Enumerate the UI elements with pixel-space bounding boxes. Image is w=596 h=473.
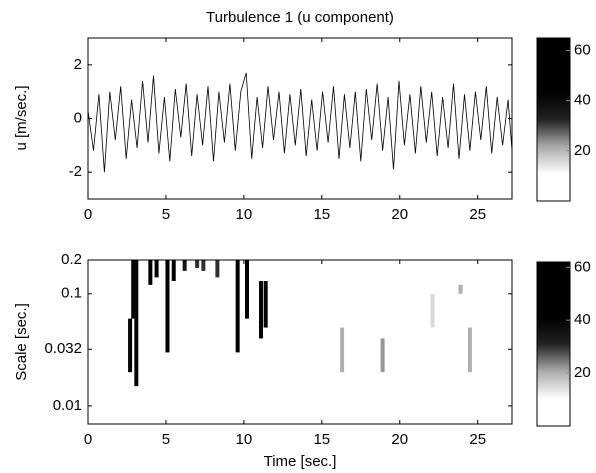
- y-axis-label: u [m/sec.]: [13, 85, 30, 150]
- y-tick-label: 0.032: [44, 340, 82, 357]
- x-tick-label: 25: [469, 206, 486, 223]
- x-tick-label: 0: [84, 431, 92, 448]
- streak: [154, 260, 159, 278]
- x-tick-label: 15: [313, 206, 330, 223]
- colorbar-tick-label: 60: [574, 258, 591, 275]
- x-tick-label: 20: [391, 431, 408, 448]
- line: [87, 72, 513, 173]
- streak: [430, 293, 435, 328]
- chart-title: Turbulence 1 (u component): [206, 9, 394, 26]
- streak: [165, 260, 170, 353]
- x-tick-label: 10: [236, 431, 253, 448]
- streak: [235, 260, 240, 353]
- x-axis-label: Time [sec.]: [264, 453, 337, 470]
- colorbar: [536, 261, 571, 427]
- x-tick-label: 5: [162, 431, 170, 448]
- x-tick-label: 20: [391, 206, 408, 223]
- streak: [259, 280, 264, 339]
- colorbar-tick-label: 40: [574, 311, 591, 328]
- streak: [131, 260, 136, 319]
- colorbar: [536, 37, 571, 202]
- x-tick-label: 5: [162, 206, 170, 223]
- streak: [148, 260, 153, 285]
- streak: [340, 327, 345, 373]
- colorbar-tick-label: 20: [574, 142, 591, 159]
- y-tick-label: -2: [69, 163, 82, 180]
- streak: [380, 338, 385, 373]
- x-tick-label: 25: [469, 431, 486, 448]
- y-tick-label: 0: [74, 109, 82, 126]
- x-tick-label: 15: [313, 431, 330, 448]
- streak: [215, 260, 220, 278]
- streak: [182, 260, 187, 271]
- streak: [467, 327, 472, 373]
- streak: [245, 260, 249, 319]
- axes-frame: [87, 259, 513, 425]
- plot-area: [88, 260, 512, 424]
- y-tick-label: 0.01: [53, 397, 82, 414]
- streak: [263, 280, 268, 328]
- y-axis-label: Scale [sec.]: [13, 303, 30, 381]
- streak: [134, 260, 139, 387]
- x-tick-label: 10: [236, 206, 253, 223]
- colorbar-tick-label: 60: [574, 42, 591, 59]
- colorbar-tick-label: 20: [574, 364, 591, 381]
- plot-area: [88, 38, 512, 199]
- streak: [128, 318, 133, 373]
- x-tick-label: 0: [84, 206, 92, 223]
- streak: [201, 260, 206, 271]
- y-tick-label: 0.2: [61, 251, 82, 268]
- streak: [458, 284, 463, 294]
- y-tick-label: 0.1: [61, 285, 82, 302]
- colorbar-tick-label: 40: [574, 92, 591, 109]
- streak: [171, 260, 176, 281]
- y-tick-label: 2: [74, 56, 82, 73]
- streak: [195, 260, 200, 268]
